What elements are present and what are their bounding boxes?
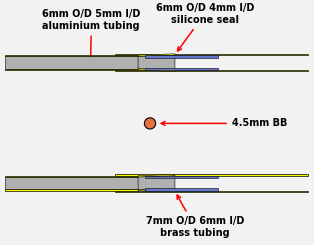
Text: 6mm O/D 5mm I/D
aluminium tubing: 6mm O/D 5mm I/D aluminium tubing [42, 9, 141, 69]
Polygon shape [138, 54, 175, 56]
Polygon shape [138, 69, 175, 71]
Polygon shape [138, 174, 175, 177]
Text: 4.5mm BB: 4.5mm BB [161, 118, 287, 128]
Text: 6mm O/D 4mm I/D
silicone seal: 6mm O/D 4mm I/D silicone seal [156, 3, 254, 51]
Bar [115, 191, 307, 192]
Bar [5, 56, 138, 69]
Polygon shape [138, 189, 175, 192]
Text: 7mm O/D 6mm I/D
brass tubing: 7mm O/D 6mm I/D brass tubing [146, 195, 244, 238]
Circle shape [144, 118, 156, 129]
Bar [5, 189, 138, 191]
Bar [115, 70, 307, 71]
Bar [5, 69, 138, 70]
Polygon shape [138, 176, 175, 191]
Bar [115, 174, 307, 176]
Bar [5, 177, 138, 189]
Bar [5, 176, 138, 177]
Bar [145, 188, 218, 191]
Bar [145, 68, 218, 70]
Bar [115, 54, 307, 55]
Bar [5, 55, 138, 56]
Bar [145, 55, 218, 58]
Bar [145, 176, 218, 178]
Polygon shape [138, 55, 175, 70]
